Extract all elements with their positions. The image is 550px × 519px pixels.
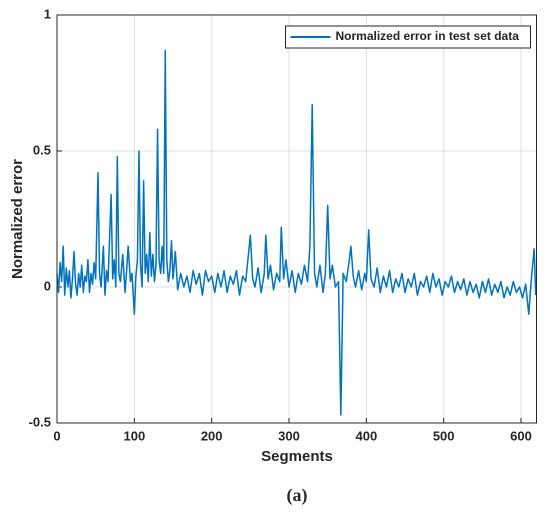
data-line bbox=[56, 49, 537, 416]
x-tick-label: 400 bbox=[356, 428, 378, 443]
y-tick-label: 0.5 bbox=[33, 142, 51, 157]
y-tick-label: -0.5 bbox=[29, 414, 51, 429]
x-tick-label: 200 bbox=[201, 428, 223, 443]
x-axis-label: Segments bbox=[261, 448, 333, 465]
y-tick-label: 1 bbox=[44, 6, 51, 21]
x-tick-label: 500 bbox=[433, 428, 455, 443]
y-axis-label: Normalized error bbox=[9, 159, 26, 279]
annotation: (a) bbox=[287, 485, 308, 506]
x-tick-label: 600 bbox=[510, 428, 532, 443]
legend-box bbox=[285, 25, 531, 49]
plot-frame bbox=[56, 14, 537, 424]
legend-label: Normalized error in test set data bbox=[336, 29, 520, 43]
y-tick-label: 0 bbox=[44, 278, 51, 293]
x-tick-label: 100 bbox=[123, 428, 145, 443]
x-tick-label: 0 bbox=[53, 428, 60, 443]
x-tick-label: 300 bbox=[278, 428, 300, 443]
